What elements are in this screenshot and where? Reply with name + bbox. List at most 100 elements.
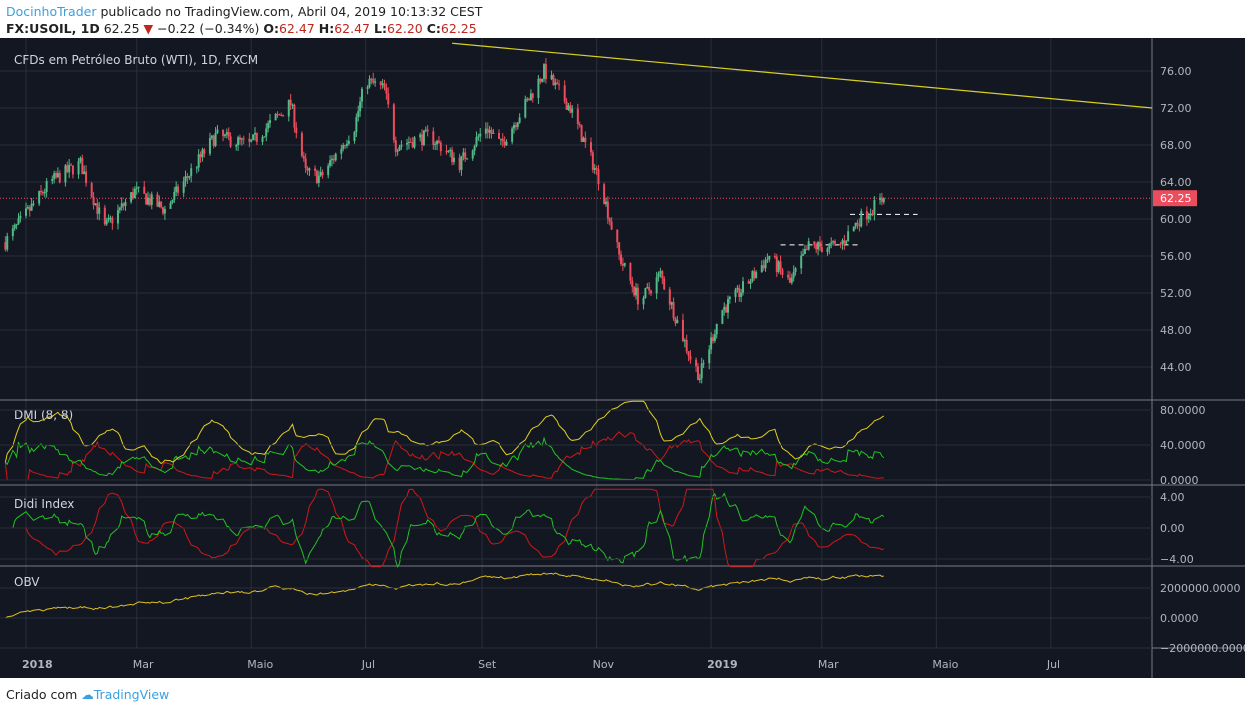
candle [597,169,600,185]
candle [332,158,335,161]
candle [702,363,705,365]
candle [293,104,296,128]
candle [749,281,752,284]
candle [753,271,756,278]
time-label: 2019 [707,658,738,671]
open-label: O: [263,21,279,36]
price-tick: 44.00 [1160,361,1192,374]
candle [107,217,110,221]
candle [111,217,114,224]
candle [319,171,322,176]
author-link[interactable]: DocinhoTrader [6,4,97,19]
candle [543,64,546,79]
indicator-tick: 0.00 [1160,522,1185,535]
price-tick: 68.00 [1160,139,1192,152]
candle [105,220,108,225]
candle [766,259,769,261]
candle [633,286,636,296]
candle [604,201,607,205]
candle [321,171,324,176]
time-label: Jul [1046,658,1060,671]
indicator-title: OBV [14,575,40,589]
candle [96,203,99,214]
candle [334,153,337,161]
candle [608,218,611,222]
candle [287,99,290,117]
candle [475,137,478,147]
candle [372,78,375,83]
low-value: 62.20 [386,21,423,36]
candle [841,240,844,245]
candle [124,201,127,206]
indicator-tick: 0.0000 [1160,474,1199,487]
candle [347,140,350,144]
candle [451,149,454,163]
price-tick: 64.00 [1160,176,1192,189]
candle [655,277,658,294]
candle [212,135,215,146]
candle [302,156,305,159]
chart-canvas[interactable]: 76.00 72.00 68.00 64.00 60.00 56.00 52.00 48.00… [0,38,1250,678]
candle [683,340,686,342]
candle [589,142,592,153]
candle [501,138,504,142]
candle [306,168,309,171]
candle [379,81,382,85]
candle [265,128,268,137]
candle [578,124,581,126]
candle [242,138,245,140]
candle [133,188,136,198]
candle [464,152,467,159]
candle [147,197,150,205]
time-label: Nov [593,658,615,671]
candle [695,359,698,367]
candle [650,290,653,294]
candle [162,207,165,214]
candle [182,181,185,193]
candle [672,302,675,319]
candle [295,127,298,134]
candle [387,93,390,105]
candle [696,366,699,380]
candle [646,287,649,289]
candle [240,138,243,140]
candle [45,180,48,192]
price-tick: 52.00 [1160,287,1192,300]
candle [163,208,166,214]
candle [710,337,713,350]
candle [203,149,206,154]
candle [644,287,647,298]
candle [92,196,95,205]
candle [308,168,311,171]
candle [773,256,776,258]
candle [38,190,41,204]
candle [726,299,729,313]
candle [698,378,701,380]
candle [201,149,204,158]
candle [291,104,294,106]
indicator-tick: −2000000.0000 [1160,642,1245,655]
candle [199,154,202,158]
candle [815,244,818,250]
candle [186,176,189,178]
candle [736,287,739,290]
candle [250,139,253,142]
candle [544,64,547,80]
candle [398,146,401,151]
candle [269,120,272,124]
candle [25,208,27,216]
candle [197,154,200,168]
candle [531,93,534,98]
tradingview-link[interactable]: TradingView [93,687,170,702]
candle [603,184,606,205]
candle [631,280,634,287]
candle [852,226,855,232]
candle [676,319,679,324]
candle [768,256,771,260]
time-label: Set [478,658,497,671]
candle [582,137,585,142]
candle [528,98,531,101]
candle [541,78,544,82]
candle [790,277,793,283]
candle [760,265,763,273]
